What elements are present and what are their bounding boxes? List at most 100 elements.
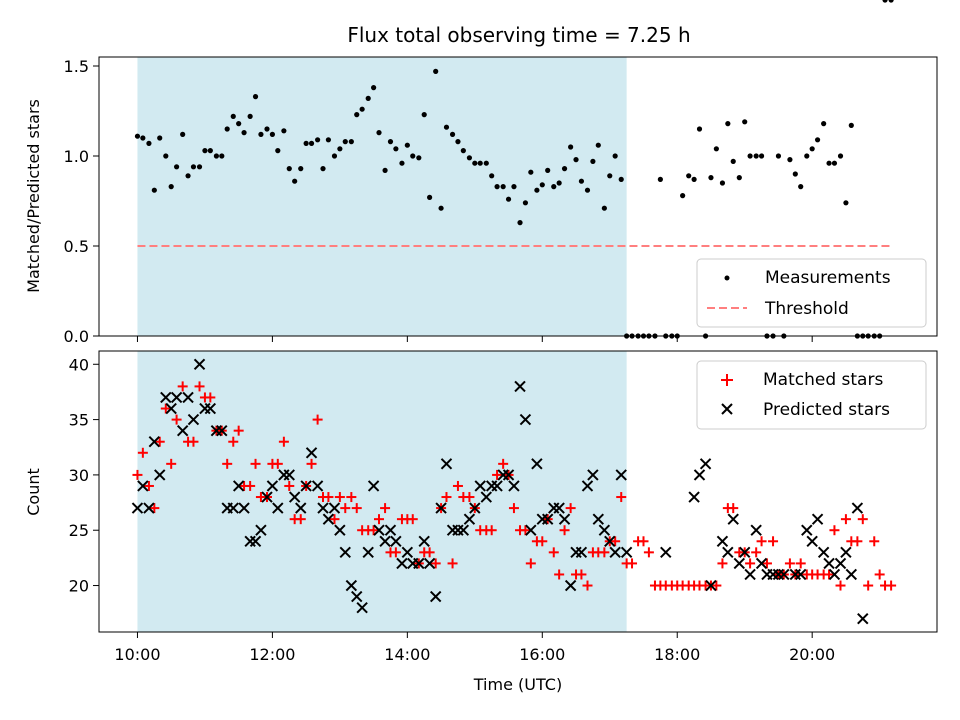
measurement-point	[376, 130, 382, 136]
predicted-star-point	[429, 590, 442, 603]
measurement-point	[320, 166, 326, 172]
measurement-point	[416, 155, 422, 161]
legend-matched-label: Matched stars	[763, 370, 883, 390]
measurement-point	[315, 137, 321, 143]
top-panel: 0.0 0.5 1.0 1.5 Matched/Predicted stars Mea…	[24, 0, 938, 346]
measurement-point	[787, 157, 793, 163]
measurement-point	[500, 184, 506, 190]
predicted-star-point	[840, 546, 852, 559]
predicted-star-point	[750, 524, 762, 536]
matched-star-point	[717, 558, 728, 569]
predicted-star-point	[295, 502, 307, 514]
measurement-point	[556, 180, 562, 186]
x-tick-label: 10:00	[114, 645, 160, 664]
matched-star-point	[795, 558, 806, 569]
measurement-point	[511, 184, 517, 190]
measurement-point	[207, 148, 213, 154]
matched-star-point	[486, 525, 497, 536]
matched-star-point	[154, 436, 165, 447]
measurement-point	[230, 113, 236, 119]
measurement-point	[337, 146, 343, 152]
predicted-star-point	[266, 480, 279, 492]
matched-star-point	[576, 569, 587, 580]
measurement-point	[517, 220, 523, 226]
predicted-star-point	[283, 469, 295, 481]
measurement-point	[691, 176, 697, 182]
matched-star-point	[610, 536, 621, 547]
predicted-star-point	[609, 546, 621, 559]
matched-star-point	[424, 547, 435, 558]
predicted-star-point	[615, 469, 627, 481]
predicted-star-point	[288, 491, 301, 503]
measurement-point	[258, 131, 264, 137]
bottom-y-axis-label: Count	[24, 468, 43, 516]
matched-star-point	[295, 514, 306, 525]
x-tick-label: 16:00	[519, 645, 565, 664]
predicted-star-point	[823, 557, 835, 570]
predicted-star-point	[334, 524, 346, 536]
measurement-point	[433, 68, 439, 74]
measurement-point	[359, 106, 365, 112]
measurement-point	[438, 205, 444, 211]
bottom-x-axis-ticks: 10:00 12:00 14:00 16:00 18:00 20:00	[114, 632, 835, 664]
top-legend: Measurements Threshold	[696, 258, 927, 328]
matched-star-point	[835, 580, 846, 591]
matched-star-point	[643, 547, 654, 558]
measurement-point	[792, 171, 798, 177]
predicted-star-point	[474, 480, 486, 492]
measurement-point	[612, 153, 618, 159]
measurement-point	[489, 173, 495, 179]
measurement-point	[298, 166, 304, 172]
top-y-axis-ticks: 0.0 0.5 1.0 1.5	[64, 57, 99, 346]
measurement-point	[545, 167, 551, 173]
measurement-point	[680, 193, 686, 199]
measurement-point	[483, 160, 489, 166]
measurement-point	[809, 146, 815, 152]
matched-star-point	[430, 558, 441, 569]
predicted-star-point	[440, 458, 453, 470]
measurement-point	[303, 140, 309, 146]
predicted-star-point	[811, 513, 824, 525]
bottom-axes-frame	[98, 350, 938, 633]
predicted-star-point	[794, 568, 807, 581]
y-tick-label: 30	[69, 466, 89, 485]
measurement-point	[494, 184, 500, 190]
predicted-star-point	[238, 502, 250, 514]
measurement-point	[404, 142, 410, 148]
matched-star-point	[874, 569, 885, 580]
y-tick-label: 40	[69, 355, 89, 374]
measurement-point	[742, 119, 748, 125]
matched-star-point	[784, 558, 795, 569]
matched-star-point	[407, 514, 418, 525]
measurement-point	[719, 180, 726, 186]
y-tick-label: 20	[69, 577, 89, 596]
predicted-star-point	[744, 568, 756, 581]
predicted-star-point	[801, 524, 813, 536]
predicted-star-point	[592, 513, 604, 525]
predicted-star-point	[176, 424, 189, 437]
predicted-star-point	[716, 535, 729, 547]
predicted-star-point	[851, 502, 864, 514]
matched-star-points	[132, 381, 897, 591]
predicted-star-point	[249, 535, 262, 547]
matched-star-point	[492, 469, 503, 480]
matched-star-point	[250, 458, 261, 469]
predicted-star-point	[480, 491, 492, 503]
predicted-star-point	[311, 480, 324, 492]
measurement-point	[252, 94, 259, 100]
predicted-star-points	[131, 358, 869, 625]
predicted-star-point	[502, 469, 515, 481]
measurement-point	[568, 144, 574, 150]
matched-star-point	[863, 580, 874, 591]
predicted-star-point	[170, 391, 183, 404]
predicted-star-point	[137, 480, 149, 492]
matched-star-point	[616, 492, 627, 503]
measurement-point	[831, 160, 838, 166]
measurement-point	[157, 135, 163, 141]
measurement-point	[365, 95, 371, 101]
measurement-point	[146, 140, 152, 146]
measurement-point	[601, 205, 607, 211]
predicted-star-point	[620, 546, 633, 559]
matched-star-point	[272, 458, 283, 469]
x-tick-label: 18:00	[654, 645, 700, 664]
